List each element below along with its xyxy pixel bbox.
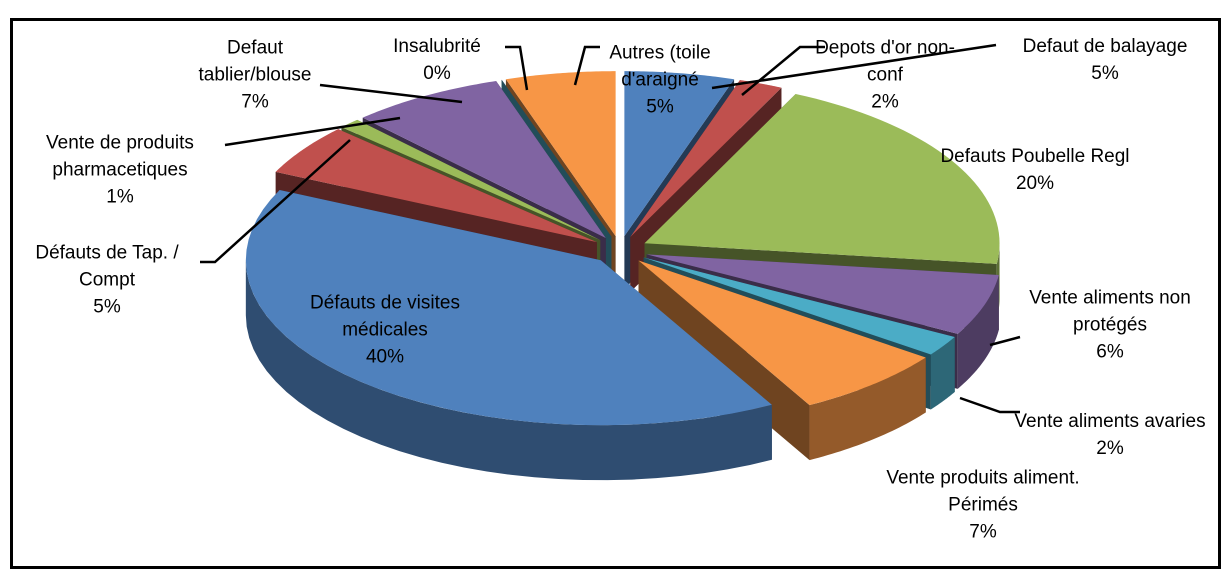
value-label: 7% xyxy=(241,91,269,113)
leader-line xyxy=(200,139,351,264)
leader-line xyxy=(505,45,529,91)
pie-slice xyxy=(341,119,601,241)
pie-slice xyxy=(644,93,1000,264)
data-label: Vente aliments avaries 2% xyxy=(1010,408,1210,462)
category-label: Vente aliments avaries xyxy=(1014,411,1206,432)
category-label: Defaut de balayage xyxy=(1022,36,1188,57)
data-label: Défauts de visites médicales 40% xyxy=(285,290,485,371)
pie-slice xyxy=(245,189,772,426)
value-label: 40% xyxy=(365,346,405,368)
category-label: Depots d'or non-conf xyxy=(815,37,955,86)
value-label: 20% xyxy=(1015,173,1055,194)
slice-side xyxy=(930,336,955,410)
data-label: Autres (toile d'araigné 5% xyxy=(585,40,735,121)
data-label: Vente aliments non protégés 6% xyxy=(1010,285,1210,366)
category-label: Defauts Poubelle Regl xyxy=(940,146,1130,167)
pie-slice xyxy=(638,260,926,406)
data-label: Defaut de balayage 5% xyxy=(995,33,1215,87)
value-label: 5% xyxy=(1091,63,1119,84)
slice-side xyxy=(957,275,999,389)
data-label: Vente produits aliment. Périmés 7% xyxy=(883,465,1083,546)
value-label: 7% xyxy=(969,521,997,543)
category-label: Vente aliments non protégés xyxy=(1029,287,1191,336)
pie-slice xyxy=(630,80,782,237)
leader-line xyxy=(741,45,825,96)
category-label: Défauts de visites médicales xyxy=(310,292,460,341)
category-label: Vente produits aliment. Périmés xyxy=(886,467,1080,516)
pie-slice xyxy=(646,254,999,334)
leader-line xyxy=(959,396,1020,414)
data-label: Depots d'or non-conf 2% xyxy=(815,35,955,116)
leader-line xyxy=(573,45,600,86)
pie-slice xyxy=(643,257,955,355)
data-label: Insalubrité 0% xyxy=(367,33,507,87)
data-label: Défauts de Tap. / Compt 5% xyxy=(22,240,192,321)
pie-slice xyxy=(275,129,597,243)
leader-line xyxy=(224,116,401,147)
value-label: 0% xyxy=(423,63,451,84)
category-label: Vente de produits pharmacetiques xyxy=(46,132,194,181)
data-label: Vente de produits pharmacetiques 1% xyxy=(0,130,240,211)
value-label: 5% xyxy=(93,296,121,318)
category-label: Insalubrité xyxy=(393,36,481,57)
value-label: 2% xyxy=(871,91,899,113)
pie-slice xyxy=(362,81,606,238)
pie-slice xyxy=(501,79,612,237)
value-label: 6% xyxy=(1096,341,1124,363)
category-label: Autres (toile d'araigné xyxy=(609,42,711,91)
pie-slice xyxy=(505,71,616,237)
data-label: Defaut tablier/blouse 7% xyxy=(175,35,335,116)
value-label: 5% xyxy=(646,96,674,118)
category-label: Défauts de Tap. / Compt xyxy=(35,242,179,291)
chart-frame xyxy=(10,18,1221,569)
value-label: 1% xyxy=(106,186,134,208)
slice-side xyxy=(245,260,772,481)
leader-line xyxy=(319,83,463,104)
slice-side xyxy=(809,357,926,461)
data-label: Defauts Poubelle Regl 20% xyxy=(930,143,1140,197)
category-label: Defaut tablier/blouse xyxy=(198,37,312,86)
pie-slice xyxy=(624,71,735,237)
value-label: 2% xyxy=(1096,438,1124,459)
leader-line xyxy=(989,335,1021,347)
